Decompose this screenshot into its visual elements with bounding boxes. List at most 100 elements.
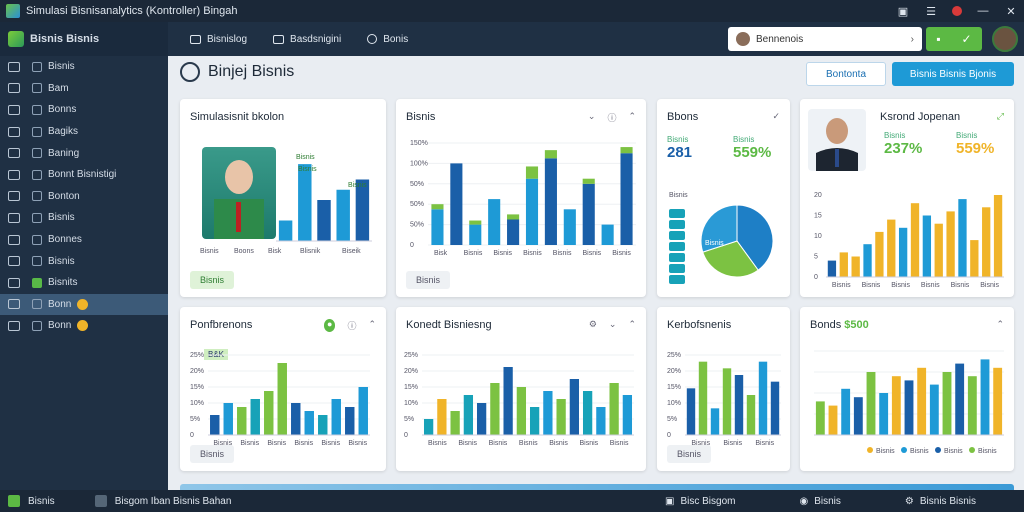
c5-xlabel-1: Bisnis <box>240 440 259 447</box>
c4-bar-4 <box>875 231 884 277</box>
card-footer[interactable]: Bisnis <box>667 445 712 463</box>
sidebar-item-2[interactable]: Bonns <box>0 99 168 121</box>
c4-ytick-1: 5 <box>814 254 818 261</box>
lock-icon[interactable]: ▣ <box>897 5 909 18</box>
sidebar-item-6[interactable]: Bonton <box>0 186 168 208</box>
taskbar-item-1[interactable]: Bisnis <box>8 495 55 507</box>
chevron-up-icon[interactable]: ⌃ <box>368 319 376 329</box>
c2-cap-5 <box>525 166 539 179</box>
c4-ytick-4: 20 <box>814 192 822 199</box>
info-icon[interactable]: ⓘ <box>347 321 357 331</box>
c5-bar-10 <box>345 407 355 435</box>
check-icon[interactable]: ✓ <box>961 32 972 46</box>
c1-barlabel-1: Bisnis <box>298 166 317 173</box>
c8-bar-11 <box>955 363 965 435</box>
gear-icon[interactable]: ⚙ <box>588 319 597 329</box>
sidebar-item-label: Bonns <box>48 104 77 116</box>
chevron-down-icon[interactable]: ⌄ <box>587 111 596 121</box>
rec-icon[interactable] <box>952 6 962 16</box>
sidebar-item-3[interactable]: Bagiks <box>0 121 168 143</box>
c5-xlabel-5: Bisnis <box>348 440 367 447</box>
c5-xlabel-0: Bisnis <box>213 440 232 447</box>
card-kerbo: Kerbofsnenis 0 5% 10% 15% 20% 25% Bisnis Bisnis… <box>657 307 790 471</box>
c2-cap-6 <box>544 150 557 159</box>
sidebar-item-0[interactable]: Bisnis <box>0 56 168 78</box>
c3-legend-swatch-1 <box>669 220 685 229</box>
item-bullet-icon <box>32 61 42 72</box>
c2-xlabel-6: Bisnis <box>612 250 631 257</box>
sidebar-item-label: Bonnes <box>48 234 82 246</box>
toolbar-button-3[interactable]: Bonis <box>367 34 408 45</box>
c6-bar-7 <box>516 387 527 435</box>
chevron-down-icon[interactable]: ⌄ <box>608 319 617 329</box>
card-title: Bonds $500 <box>810 319 869 331</box>
search-input[interactable]: Bennenois › <box>728 27 922 51</box>
c4-bar-11 <box>958 199 967 277</box>
brand-logo-icon <box>8 31 24 47</box>
c3-legend-title: Bisnis <box>669 192 688 199</box>
sidebar-item-label: Bonn <box>48 298 72 310</box>
toolbar-button-2[interactable]: Basdsnigini <box>273 34 341 45</box>
sidebar-item-10[interactable]: Bisnits <box>0 272 168 294</box>
lock-icon: ▣ <box>665 495 675 507</box>
person-photo <box>808 109 866 171</box>
card-title: Ponfbrenons <box>190 319 253 331</box>
user-avatar[interactable] <box>992 26 1018 52</box>
c6-ytick-4: 20% <box>404 368 418 375</box>
status-dot-icon[interactable]: ● <box>324 319 336 332</box>
c7-bar-6 <box>758 361 768 435</box>
taskbar-item-3[interactable]: ▣ Bisc Bisgom <box>665 495 736 507</box>
check-icon[interactable]: ✓ <box>772 111 780 121</box>
sidebar-item-8[interactable]: Bonnes <box>0 229 168 251</box>
taskbar-item-2[interactable]: Bisgom Iban Bisnis Bahan <box>94 495 231 507</box>
card-title: Konedt Bisniesng <box>406 319 492 331</box>
c1-bar-0 <box>278 220 293 241</box>
sidebar-brand[interactable]: Bisnis Bisnis <box>0 22 168 56</box>
taskbar-item-5[interactable]: ⚙ Bisnis Bisnis <box>904 495 976 507</box>
c7-bar-4 <box>734 375 744 435</box>
toolbar-button-1[interactable]: Bisnislog <box>190 34 247 45</box>
chevron-up-icon[interactable]: ⌃ <box>628 111 636 121</box>
page-title: Binjej Bisnis <box>208 63 295 80</box>
page-header: Binjej Bisnis <box>180 62 294 82</box>
c2-bar-8 <box>582 183 595 245</box>
close-icon[interactable]: ✕ <box>1006 5 1016 18</box>
chevron-right-icon[interactable]: › <box>910 33 914 45</box>
expand-icon[interactable]: ⤢ <box>996 111 1004 121</box>
c4-bar-1 <box>839 252 848 277</box>
sidebar-item-7[interactable]: Bisnis <box>0 207 168 229</box>
c5-ytick-2: 10% <box>190 400 204 407</box>
c3-slice-1 <box>702 240 759 278</box>
c8-bar-1 <box>828 405 838 435</box>
sidebar-item-4[interactable]: Baning <box>0 142 168 164</box>
sidebar-item-label: Bonnt Bisnistigi <box>48 169 117 181</box>
sidebar-item-1[interactable]: Bam <box>0 78 168 100</box>
c2-bar-7 <box>563 209 576 245</box>
c8-bar-2 <box>841 388 851 435</box>
c6-bar-15 <box>622 395 633 435</box>
c4-bar-5 <box>887 219 896 277</box>
outline-button[interactable]: Bontonta <box>806 62 886 86</box>
card-footer[interactable]: Bisnis <box>190 271 235 289</box>
sidebar-item-12[interactable]: Bonn <box>0 315 168 337</box>
sidebar-item-5[interactable]: Bonnt Bisnistigi <box>0 164 168 186</box>
primary-button[interactable]: Bisnis Bisnis Bjonis <box>892 62 1014 86</box>
c4-bar-14 <box>993 195 1003 277</box>
c8-legend-dot-1 <box>901 447 907 453</box>
menu-icon[interactable]: ☰ <box>926 5 936 18</box>
person-figure <box>816 118 858 171</box>
horizontal-scrollbar[interactable] <box>180 484 1014 490</box>
sidebar-item-11[interactable]: Bonn <box>0 293 168 316</box>
sidebar-item-9[interactable]: Bisnis <box>0 250 168 272</box>
minimize-icon[interactable]: — <box>977 5 989 17</box>
save-icon[interactable]: ▪ <box>936 32 941 46</box>
c6-bar-6 <box>503 367 513 435</box>
card-footer[interactable]: Bisnis <box>406 271 451 289</box>
info-icon[interactable]: ⓘ <box>607 113 617 123</box>
action-button-group[interactable]: ▪ ✓ <box>926 27 982 51</box>
card-footer[interactable]: Bisnis <box>190 445 235 463</box>
chevron-up-icon[interactable]: ⌃ <box>996 319 1004 329</box>
c7-xlabel-0: Bisnis <box>691 440 710 447</box>
chevron-up-icon[interactable]: ⌃ <box>628 319 636 329</box>
taskbar-item-4[interactable]: ◉ Bisnis <box>799 495 841 507</box>
